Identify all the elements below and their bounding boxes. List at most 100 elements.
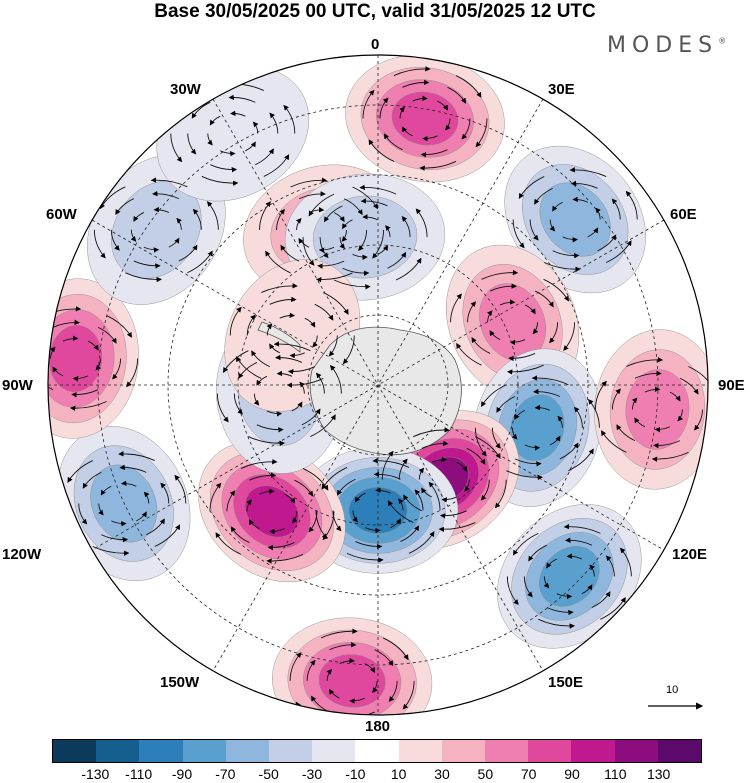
streamline-arrow [150,177,188,188]
streamline-arrow [552,250,580,259]
streamline-arrow [352,510,358,523]
lon-label-30e: 30E [548,81,575,98]
streamline-arrow [318,246,335,253]
streamline-arrow [87,340,99,351]
colorbar-cell [441,740,486,762]
streamline-arrow [400,525,420,542]
streamline-arrow [524,304,536,315]
streamline-arrow [97,326,117,344]
streamline-arrow [538,618,575,629]
streamline-arrow [153,206,170,213]
colorbar-cell [312,740,356,762]
streamline-arrow [261,283,298,293]
streamline-arrow [597,234,617,252]
streamline-arrow [279,312,296,319]
streamline-arrow [467,301,477,323]
streamline-arrow [192,208,202,230]
streamline-arrow [329,688,340,699]
streamline-arrow [201,176,239,186]
streamline-arrow [395,257,422,281]
streamline-arrow [259,201,271,230]
streamline-arrow [342,219,353,230]
streamline-arrow [263,154,290,177]
streamline-arrow [136,511,147,522]
streamline-arrow [120,480,137,487]
streamline-arrow [611,198,621,220]
colorbar [52,739,702,763]
colorbar-tick-label: -130 [81,766,110,782]
streamline-arrow [329,642,357,651]
lon-label-180: 180 [365,718,391,735]
streamline-arrow [534,404,551,411]
streamline-arrow [387,251,407,269]
streamline-arrow [605,555,615,577]
streamline-arrow [466,448,486,465]
streamline-arrow [269,528,285,535]
streamline-arrow [506,470,544,481]
colorbar-tick-label: 130 [646,766,671,782]
streamline-arrow [524,444,541,451]
streamline-arrow [514,458,542,467]
streamline-arrow [346,552,384,563]
streamline-arrow [573,406,583,428]
streamline-arrow [533,388,561,397]
colorbar-cell [614,740,658,762]
streamline-arrow [568,448,594,472]
streamline-arrow [557,415,563,428]
streamline-arrow [322,511,335,541]
streamline-arrow [414,489,424,511]
streamline-arrow [119,464,147,473]
streamline-arrow [343,198,363,216]
streamline-arrow [543,576,550,589]
streamline-arrow [230,526,250,543]
streamline-arrow [110,229,120,251]
streamline-arrow [276,208,286,230]
streamline-arrow [255,148,274,166]
streamline-arrow [373,471,401,480]
streamline-arrow [143,246,160,253]
streamline-arrow [543,262,581,272]
streamline-arrow [266,410,283,417]
streamline-arrow [266,553,304,564]
streamline-arrow [223,350,249,373]
streamline-arrow [273,341,311,352]
streamline-arrow [269,296,297,305]
streamline-arrow [360,198,388,207]
streamline-arrow [308,511,318,533]
streamline-arrow [509,339,526,346]
streamline-arrow [133,260,161,269]
streamline-arrow [481,384,507,408]
streamline-arrow [362,214,378,221]
streamline-arrow [581,584,593,595]
anomaly-contour [539,546,600,607]
streamline-arrow [445,118,451,131]
colorbar-tick-label: 50 [477,766,494,782]
streamline-arrow [531,375,569,386]
streamline-arrow [625,190,638,220]
streamline-arrow [299,381,305,394]
streamline-arrow [347,711,375,715]
streamline-arrow [559,442,579,460]
streamline-arrow [374,649,394,667]
streamline-arrow [152,190,180,200]
lon-label-0: 0 [371,36,380,53]
streamline-arrow [302,237,315,266]
streamline-arrow [377,244,389,255]
colorbar-cell [528,740,572,762]
streamline-arrow [543,278,569,302]
streamline-arrow [321,467,348,490]
streamline-arrow [569,167,607,178]
lon-label-150e: 150E [548,674,584,691]
streamline-arrow [130,229,137,242]
lon-label-30w: 30W [170,81,201,98]
streamline-arrow [387,500,414,523]
lon-label-90w: 90W [2,377,33,394]
streamline-arrow [233,393,243,415]
streamline-arrow [634,370,662,379]
streamline-arrow [475,118,488,148]
streamline-arrow [549,219,556,232]
streamline-arrow [256,375,268,386]
streamline-arrow [49,346,56,359]
streamline-arrow [412,95,428,102]
streamline-arrow [570,180,598,189]
